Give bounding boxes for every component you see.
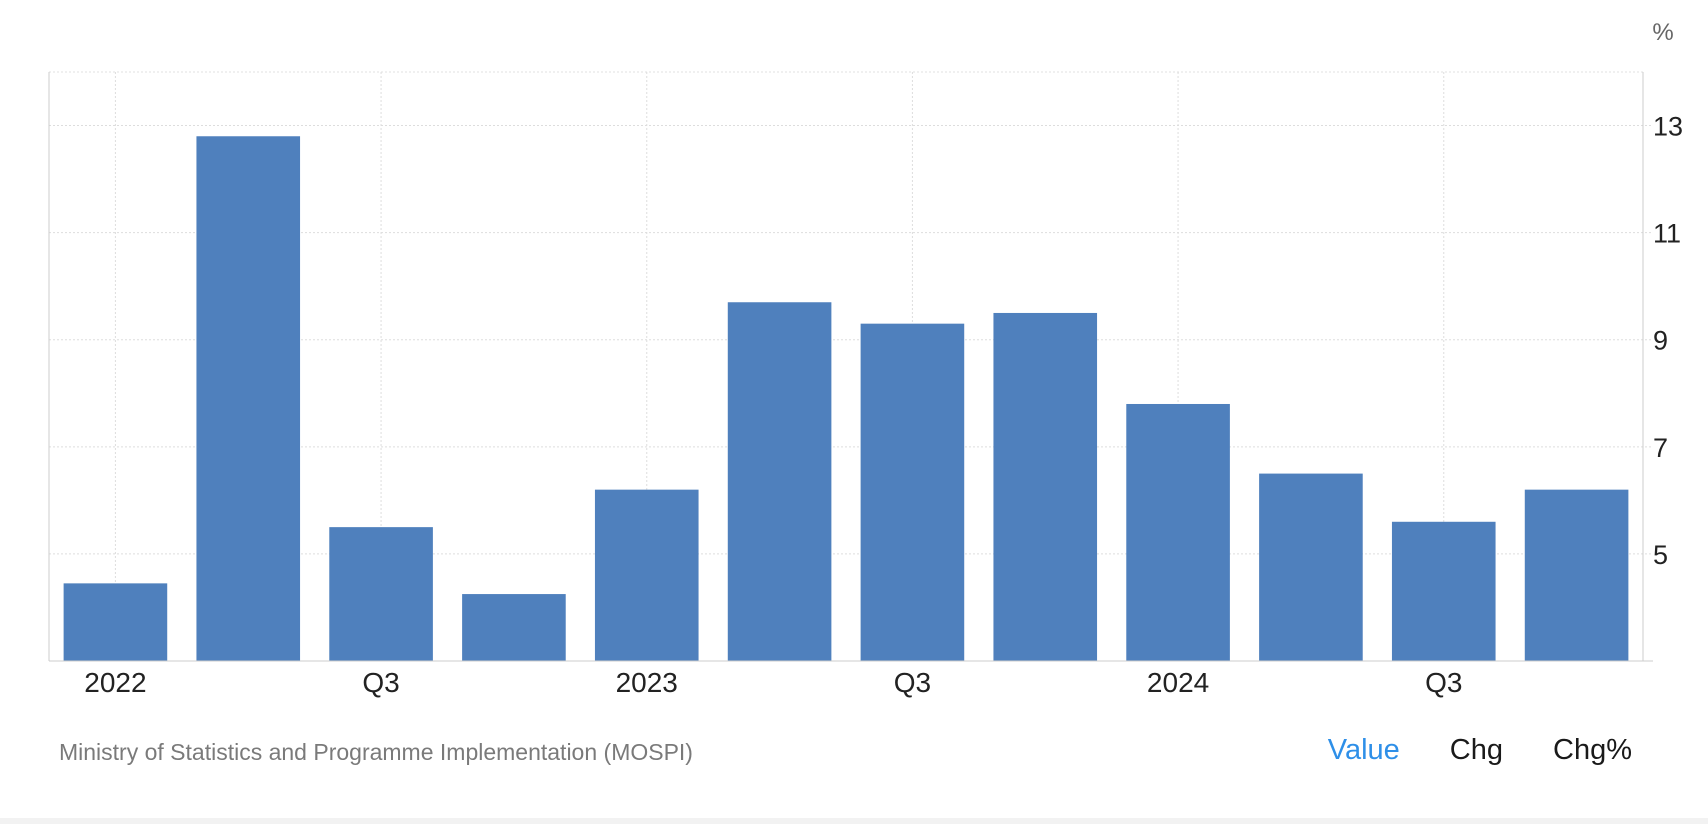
y-tick-label: 13 [1653,112,1683,142]
x-tick-label: 2023 [616,667,678,698]
y-tick-label: 5 [1653,540,1668,570]
bar-2022-q1[interactable] [63,583,168,661]
bar-2022-q2[interactable] [196,136,301,662]
tab-value[interactable]: Value [1327,734,1400,766]
tab-chg-percent[interactable]: Chg% [1553,734,1632,766]
x-tick-label: 2022 [84,667,146,698]
bar-2024-q1[interactable] [1126,403,1230,661]
x-tick-label: Q3 [1425,667,1462,698]
bars [63,136,1629,662]
bottom-divider [0,818,1708,824]
bar-2022-q3[interactable] [329,527,433,661]
bar-2024-q2[interactable] [1259,473,1363,661]
bar-2023-q4[interactable] [993,312,1098,661]
bar-2023-q3[interactable] [860,323,965,661]
x-tick-label: Q3 [362,667,399,698]
view-tabs: Value Chg Chg% [1328,734,1632,767]
y-tick-label: 11 [1653,219,1681,249]
grid [49,71,1653,661]
bar-2024-q3[interactable] [1391,521,1496,661]
x-tick-label: 2024 [1147,667,1209,698]
y-tick-label: 9 [1653,326,1668,356]
bar-2023-q2[interactable] [727,302,832,661]
bar-2023-q1[interactable] [594,489,699,661]
tab-chg[interactable]: Chg [1449,734,1503,766]
chart-footer: Ministry of Statistics and Programme Imp… [0,720,1708,784]
y-axis-unit-label: % [1652,19,1673,46]
source-label[interactable]: Ministry of Statistics and Programme Imp… [59,739,693,765]
bar-2022-q4[interactable] [462,594,566,661]
bar-chart: 5 7 9 11 13 2022 Q3 2023 Q3 2024 Q3 % [48,19,1683,698]
axes: 5 7 9 11 13 2022 Q3 2023 Q3 2024 Q3 [48,72,1683,698]
y-tick-label: 7 [1653,433,1668,463]
bar-2024-q4[interactable] [1524,489,1629,661]
x-tick-label: Q3 [894,667,931,698]
